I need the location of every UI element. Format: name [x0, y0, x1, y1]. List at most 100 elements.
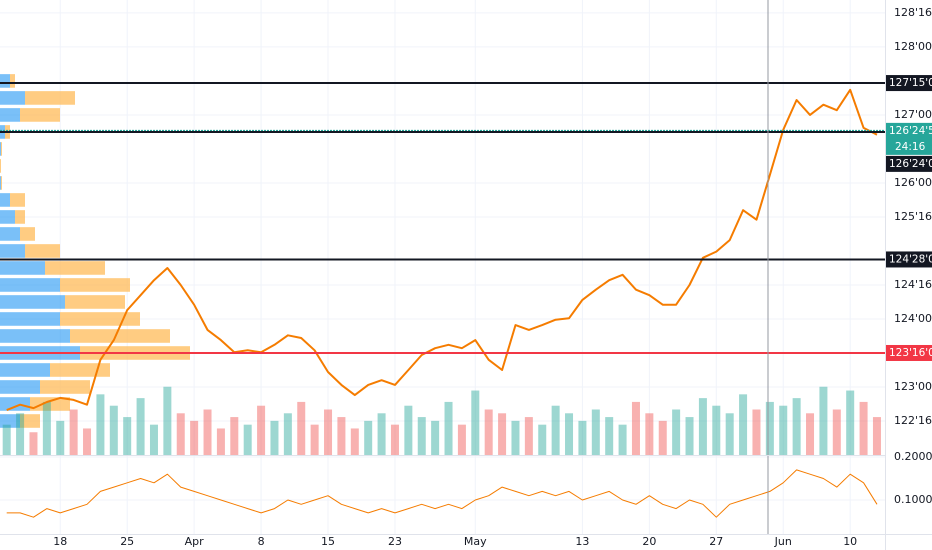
- volume-bar: [56, 420, 65, 455]
- volume-bar: [846, 390, 855, 455]
- price-label-bg: [886, 75, 932, 92]
- volume-bar: [578, 420, 587, 455]
- volume-bar: [819, 386, 828, 455]
- profile-sell: [40, 380, 90, 394]
- profile-sell: [20, 108, 60, 122]
- volume-bar: [83, 428, 92, 455]
- price-label-bg: [886, 344, 932, 361]
- x-tick-label: 8: [258, 535, 265, 548]
- volume-bar: [16, 413, 25, 455]
- price-line: [6, 88, 878, 412]
- volume-bar: [404, 405, 413, 455]
- profile-sell: [60, 312, 140, 326]
- profile-buy: [0, 380, 40, 394]
- profile-buy: [0, 227, 20, 241]
- profile-buy: [0, 193, 10, 207]
- volume-bar: [310, 424, 319, 455]
- volume-bar: [859, 401, 868, 455]
- y2-tick-label: 0.1000: [894, 493, 932, 506]
- volume-bar: [765, 401, 774, 455]
- volume-bar: [96, 394, 105, 455]
- x-tick-label: 25: [120, 535, 134, 548]
- volume-bar: [444, 401, 453, 455]
- volume-bar: [779, 405, 788, 455]
- profile-sell: [25, 91, 75, 105]
- profile-buy: [0, 91, 25, 105]
- volume-bar: [832, 409, 841, 455]
- profile-sell: [45, 261, 105, 275]
- volume-bar: [631, 401, 640, 455]
- volume-bar: [149, 424, 158, 455]
- volume-bar: [176, 413, 185, 455]
- volume-bar: [203, 409, 212, 455]
- profile-buy: [0, 363, 50, 377]
- x-tick-label: 15: [321, 535, 335, 548]
- profile-buy: [0, 244, 25, 258]
- profile-buy: [0, 176, 1, 190]
- profile-buy: [0, 312, 60, 326]
- y-tick-label: 123'00'0: [894, 380, 932, 393]
- volume-bar: [658, 420, 667, 455]
- volume-bar: [792, 398, 801, 455]
- volume-bar: [471, 390, 480, 455]
- volume-bar: [484, 409, 493, 455]
- volume-bar: [685, 417, 694, 455]
- volume-bar: [725, 413, 734, 455]
- x-tick-label: 23: [388, 535, 402, 548]
- profile-buy: [0, 74, 10, 88]
- x-tick-label: 20: [642, 535, 656, 548]
- profile-buy: [0, 142, 1, 156]
- profile-buy: [0, 210, 15, 224]
- profile-sell: [20, 414, 40, 428]
- profile-buy: [0, 278, 60, 292]
- volume-bar: [337, 417, 346, 455]
- volume-bar: [243, 424, 252, 455]
- price-label-bg: [886, 122, 932, 155]
- x-tick-label: 10: [843, 535, 857, 548]
- profile-sell: [50, 363, 110, 377]
- volume-bar: [872, 417, 881, 455]
- y-tick-label: 125'16'0: [894, 210, 932, 223]
- y-tick-label: 122'16'0: [894, 414, 932, 427]
- profile-buy: [0, 329, 70, 343]
- volume-bar: [591, 409, 600, 455]
- profile-buy: [0, 108, 20, 122]
- volume-bar: [2, 424, 11, 455]
- price-label: 126'24'0: [889, 158, 932, 170]
- volume-bar: [752, 409, 761, 455]
- x-tick-label: 18: [53, 535, 67, 548]
- profile-sell: [10, 193, 25, 207]
- profile-sell: [0, 159, 1, 173]
- volume-bar: [618, 424, 627, 455]
- profile-sell: [30, 397, 70, 411]
- volume-bar: [511, 420, 520, 455]
- y-tick-label: 128'00'0: [894, 40, 932, 53]
- price-label-bg: [886, 251, 932, 268]
- price-label: 124'28'0: [889, 253, 932, 265]
- volume-bar: [324, 409, 333, 455]
- volume-bar: [350, 428, 359, 455]
- volume-bar: [431, 420, 440, 455]
- volume-bar: [270, 420, 279, 455]
- volume-bar: [163, 386, 172, 455]
- volume-bar: [538, 424, 547, 455]
- volume-bar: [672, 409, 681, 455]
- x-tick-label: Apr: [185, 535, 205, 548]
- x-tick-label: May: [464, 535, 487, 548]
- volume-bar: [806, 413, 815, 455]
- profile-buy: [0, 295, 65, 309]
- volume-bar: [712, 405, 721, 455]
- volume-bar: [565, 413, 574, 455]
- x-tick-label: 13: [575, 535, 589, 548]
- volume-bar: [283, 413, 292, 455]
- profile-buy: [0, 397, 30, 411]
- y-tick-label: 126'00'0: [894, 176, 932, 189]
- y-tick-label: 124'16'0: [894, 278, 932, 291]
- profile-buy: [0, 414, 20, 428]
- volume-bar: [417, 417, 426, 455]
- volume-bar: [605, 417, 614, 455]
- profile-sell: [65, 295, 125, 309]
- volume-bar: [698, 398, 707, 455]
- profile-sell: [70, 329, 170, 343]
